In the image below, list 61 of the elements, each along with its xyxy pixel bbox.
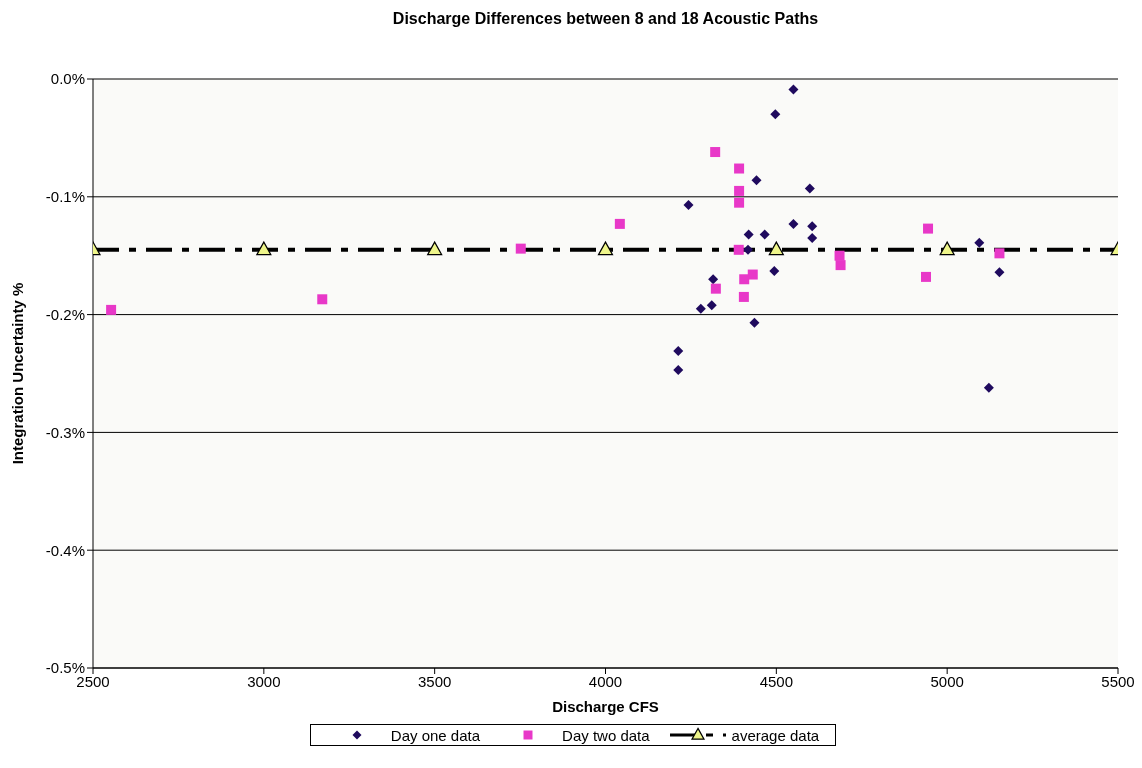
point — [788, 218, 799, 229]
x-tick-label: 4000 — [588, 672, 623, 690]
point — [710, 147, 721, 158]
point — [683, 200, 694, 211]
point — [923, 223, 934, 234]
point — [939, 241, 955, 256]
point — [804, 183, 815, 194]
point — [807, 233, 818, 244]
point — [597, 241, 614, 256]
point — [427, 241, 443, 256]
point — [734, 185, 745, 196]
point — [835, 260, 846, 271]
point — [983, 382, 994, 393]
y-tick-label: 0.0% — [50, 70, 85, 88]
point — [749, 317, 760, 328]
x-tick-label: 5500 — [1101, 672, 1135, 690]
x-tick-label: 4500 — [759, 672, 794, 690]
point — [759, 229, 770, 240]
point — [807, 221, 818, 232]
point — [706, 300, 717, 311]
point — [739, 274, 750, 285]
y-tick-label: -0.1% — [45, 188, 85, 206]
point — [710, 283, 721, 294]
x-tick-label: 3500 — [417, 672, 452, 690]
point — [994, 248, 1005, 259]
y-tick-label: -0.3% — [45, 423, 85, 441]
point — [614, 218, 625, 229]
x-tick-label: 5000 — [930, 672, 964, 690]
point — [106, 304, 117, 315]
point — [738, 291, 749, 302]
x-tick-label: 3000 — [247, 672, 281, 690]
point — [769, 266, 780, 277]
point — [788, 84, 799, 95]
point — [734, 163, 745, 174]
point — [673, 364, 684, 375]
point — [695, 303, 706, 314]
point — [734, 197, 745, 208]
point — [834, 250, 845, 261]
point — [515, 243, 526, 254]
point — [747, 269, 758, 280]
point — [920, 271, 931, 282]
point — [770, 109, 781, 120]
y-axis-title: Integration Uncertainty % — [9, 282, 27, 465]
y-tick-label: -0.4% — [45, 541, 85, 559]
point — [708, 274, 719, 285]
point — [733, 244, 744, 255]
point — [974, 237, 985, 248]
legend-label: Day two data — [562, 726, 650, 744]
point — [994, 267, 1005, 278]
x-axis-title: Discharge CFS — [552, 698, 659, 715]
point — [751, 175, 762, 186]
point — [317, 294, 328, 305]
point — [768, 241, 784, 256]
point — [256, 241, 272, 256]
legend-label: Day one data — [390, 726, 481, 744]
point — [673, 346, 684, 357]
chart-title: Discharge Differences between 8 and 18 Acoustic Paths — [391, 10, 820, 28]
point — [743, 229, 754, 240]
point — [742, 244, 753, 255]
legend-label: average data — [731, 726, 820, 744]
y-tick-label: -0.2% — [45, 305, 85, 323]
